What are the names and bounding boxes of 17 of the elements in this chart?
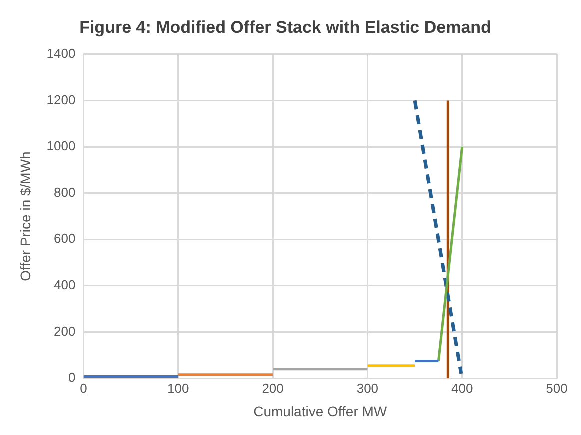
x-tick-label: 500: [546, 380, 568, 396]
x-axis-title: Cumulative Offer MW: [254, 403, 388, 420]
y-axis-title: Offer Price in $/MWh: [17, 152, 34, 282]
y-tick-label: 1400: [46, 46, 76, 61]
y-tick-label: 0: [68, 370, 76, 386]
chart-title: Figure 4: Modified Offer Stack with Elastic Demand: [80, 18, 492, 37]
y-tick-label: 800: [54, 184, 76, 200]
x-tick-label: 400: [451, 380, 474, 396]
x-tick-label: 100: [168, 380, 190, 396]
y-tick-label: 200: [54, 324, 76, 339]
y-tick-label: 1200: [46, 92, 76, 108]
y-tick-label: 600: [54, 231, 76, 246]
y-tick-label: 400: [54, 278, 76, 293]
y-tick-label: 1000: [46, 138, 76, 154]
x-tick-label: 200: [262, 380, 284, 396]
x-tick-label: 0: [80, 380, 88, 396]
x-tick-label: 300: [356, 380, 379, 396]
